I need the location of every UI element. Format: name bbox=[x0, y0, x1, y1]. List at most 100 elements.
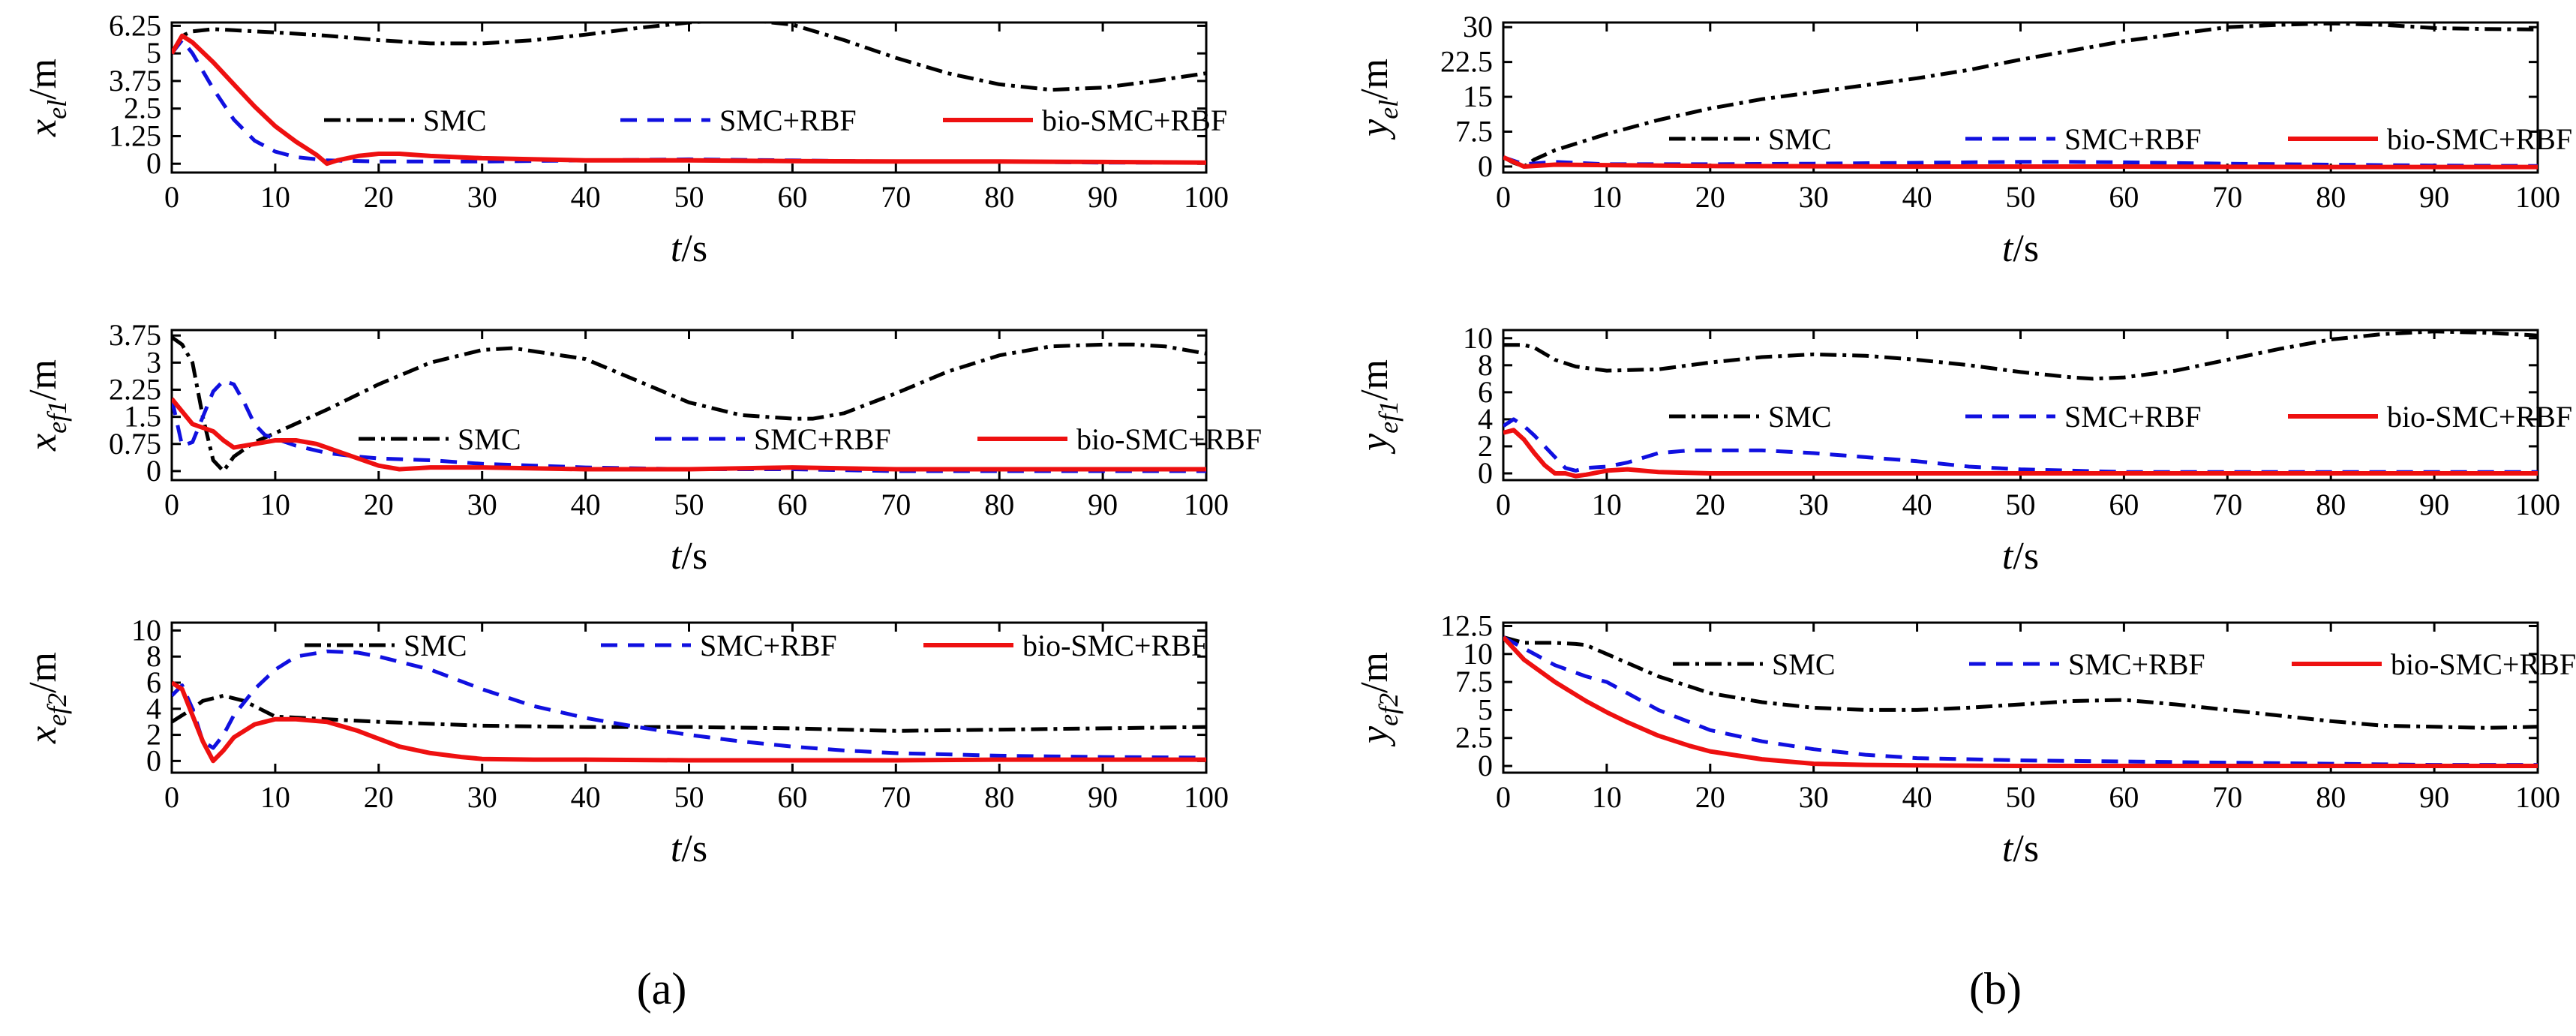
y-tick-label: 22.5 bbox=[1440, 45, 1493, 79]
x-tick-label: 90 bbox=[1088, 780, 1118, 814]
legend-label: SMC bbox=[1772, 647, 1836, 681]
y-tick-label: 30 bbox=[1463, 10, 1493, 44]
x-tick-label: 60 bbox=[777, 180, 807, 214]
y-axis-label: yef1/m bbox=[1353, 359, 1404, 455]
series-group bbox=[172, 23, 1206, 167]
x-tick-label: 0 bbox=[1496, 180, 1511, 214]
x-tick-label: 30 bbox=[1799, 780, 1829, 814]
x-tick-label: 50 bbox=[2006, 180, 2036, 214]
y-tick-label: 10 bbox=[1463, 637, 1493, 671]
x-tick-label: 0 bbox=[1496, 488, 1511, 521]
legend-label: SMC bbox=[404, 629, 467, 662]
series-group bbox=[1503, 23, 2538, 170]
legend-label: SMC+RBF bbox=[2064, 122, 2202, 156]
x-tick-label: 80 bbox=[984, 780, 1014, 814]
x-tick-label: 100 bbox=[1184, 780, 1229, 814]
x-tick-label: 80 bbox=[2316, 180, 2346, 214]
y-tick-label: 4 bbox=[146, 692, 161, 725]
y-tick-label: 3 bbox=[146, 345, 161, 379]
y-tick-label: 1.5 bbox=[124, 400, 161, 434]
x-tick-label: 90 bbox=[1088, 180, 1118, 214]
legend-label: SMC+RBF bbox=[700, 629, 837, 662]
legend: SMC SMC+RBF bio-SMC+RBF bbox=[1673, 647, 2576, 681]
x-tick-label: 10 bbox=[1592, 488, 1622, 521]
y-axis-label: yel/m bbox=[1353, 59, 1404, 140]
y-tick-label: 5 bbox=[1478, 692, 1493, 726]
x-tick-label: 20 bbox=[364, 780, 394, 814]
legend-label: SMC bbox=[1768, 122, 1832, 156]
x-tick-label: 0 bbox=[164, 180, 179, 214]
legend: SMC SMC+RBF bio-SMC+RBF bbox=[324, 104, 1227, 137]
y-tick-label: 10 bbox=[1463, 321, 1493, 355]
x-tick-label: 90 bbox=[2419, 780, 2449, 814]
legend-label: bio-SMC+RBF bbox=[2387, 122, 2572, 156]
x-tick-label: 60 bbox=[777, 488, 807, 521]
x-tick-label: 80 bbox=[2316, 780, 2346, 814]
series-line-bio-smc-rbf bbox=[1503, 635, 2538, 768]
x-tick-label: 100 bbox=[2515, 488, 2560, 521]
x-tick-label: 50 bbox=[674, 180, 704, 214]
x-tick-label: 70 bbox=[2212, 180, 2242, 214]
y-tick-label: 2.5 bbox=[124, 92, 161, 125]
series-group bbox=[1503, 330, 2538, 479]
legend-label: bio-SMC+RBF bbox=[1022, 629, 1208, 662]
y-tick-label: 2.5 bbox=[1455, 721, 1493, 755]
y-tick-label: 6.25 bbox=[109, 8, 161, 42]
chart-x-ef2: 0 10 20 30 40 50 60 70 80 90 1000246810t/sxef2/mSM… bbox=[22, 613, 1229, 870]
series-line-smc bbox=[172, 335, 1206, 473]
series-line-bio-smc-rbf bbox=[1503, 428, 2538, 479]
x-axis-label: t/s bbox=[671, 227, 707, 270]
legend: SMC SMC+RBF bio-SMC+RBF bbox=[305, 629, 1208, 662]
x-tick-label: 10 bbox=[1592, 180, 1622, 214]
plot-frame bbox=[170, 329, 1208, 482]
y-axis-label: yef2/m bbox=[1353, 652, 1404, 747]
y-tick-label: 3.75 bbox=[109, 318, 161, 352]
x-tick-label: 70 bbox=[2212, 780, 2242, 814]
x-tick-label: 60 bbox=[777, 780, 807, 814]
legend: SMC SMC+RBF bio-SMC+RBF bbox=[1669, 400, 2572, 434]
x-tick-label: 40 bbox=[571, 780, 601, 814]
x-axis-label: t/s bbox=[671, 827, 707, 870]
plot-frame bbox=[1502, 621, 2539, 774]
series-line-smc bbox=[1503, 23, 2538, 169]
legend-label: SMC+RBF bbox=[719, 104, 857, 137]
x-tick-label: 40 bbox=[571, 180, 601, 214]
x-tick-label: 70 bbox=[881, 488, 911, 521]
x-tick-label: 20 bbox=[1695, 180, 1725, 214]
x-tick-label: 50 bbox=[674, 780, 704, 814]
x-tick-label: 40 bbox=[1902, 488, 1932, 521]
x-tick-label: 80 bbox=[2316, 488, 2346, 521]
x-tick-label: 20 bbox=[364, 180, 394, 214]
y-tick-label: 0.75 bbox=[109, 427, 161, 461]
x-tick-label: 90 bbox=[2419, 488, 2449, 521]
x-axis-label: t/s bbox=[2002, 227, 2039, 270]
series-line-bio-smc-rbf bbox=[1503, 155, 2538, 170]
x-tick-label: 60 bbox=[2109, 780, 2139, 814]
y-tick-label: 0 bbox=[1478, 749, 1493, 782]
plot-frame bbox=[1502, 329, 2539, 482]
legend-label: bio-SMC+RBF bbox=[2391, 647, 2576, 681]
series-line-smc-rbf bbox=[172, 649, 1206, 760]
series-line-smc-rbf bbox=[1503, 155, 2538, 168]
series-group bbox=[172, 335, 1206, 473]
x-tick-label: 20 bbox=[1695, 488, 1725, 521]
chart-y-ef1: 0 10 20 30 40 50 60 70 80 90 1000246810t/syef1/mSM… bbox=[1353, 321, 2572, 578]
series-group bbox=[1503, 635, 2538, 768]
x-axis-label: t/s bbox=[671, 535, 707, 578]
legend-label: SMC+RBF bbox=[2068, 647, 2205, 681]
x-tick-label: 0 bbox=[164, 488, 179, 521]
x-tick-label: 40 bbox=[1902, 180, 1932, 214]
x-tick-label: 10 bbox=[260, 780, 290, 814]
y-tick-label: 3.75 bbox=[109, 64, 161, 98]
x-tick-label: 70 bbox=[881, 780, 911, 814]
x-tick-label: 10 bbox=[260, 180, 290, 214]
series-line-bio-smc-rbf bbox=[172, 33, 1206, 167]
panel-label-b: (b) bbox=[1969, 964, 2022, 1013]
series-line-smc bbox=[172, 23, 1206, 92]
series-line-smc-rbf bbox=[172, 38, 1206, 165]
legend-label: SMC bbox=[1768, 400, 1832, 434]
x-tick-label: 30 bbox=[467, 780, 497, 814]
y-tick-label: 0 bbox=[1478, 149, 1493, 183]
x-tick-label: 90 bbox=[2419, 180, 2449, 214]
x-tick-label: 100 bbox=[2515, 780, 2560, 814]
